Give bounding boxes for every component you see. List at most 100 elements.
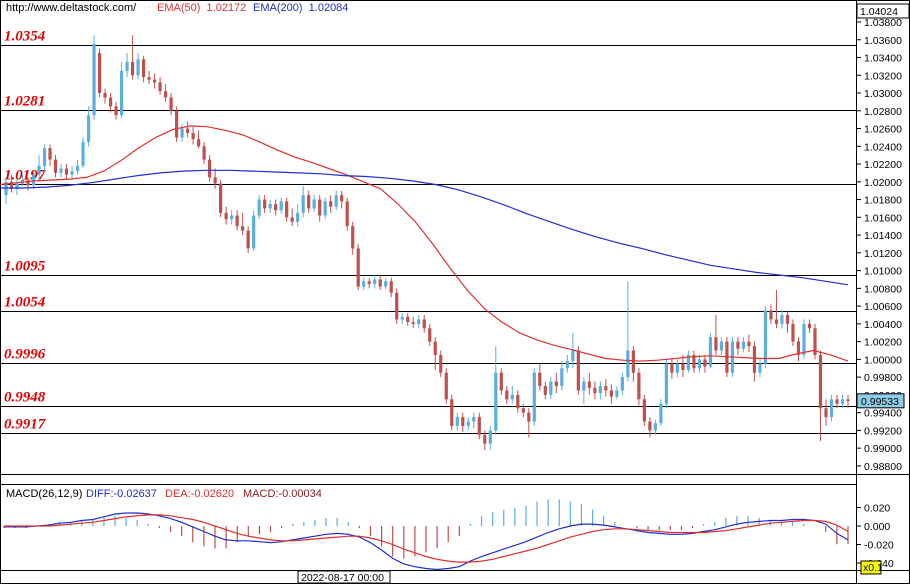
bear-candle: [307, 195, 311, 209]
bear-candle: [263, 199, 267, 209]
bear-candle: [752, 346, 757, 373]
y-tick-label: 1.03800: [864, 17, 902, 29]
bear-candle: [64, 168, 69, 175]
y-tick-label: 0.98800: [864, 461, 902, 473]
bear-candle: [202, 146, 206, 160]
macd-diff-line: [4, 512, 849, 571]
bear-candle: [389, 281, 393, 293]
bear-candle: [9, 181, 14, 189]
macd-dea: DEA:-0.02620: [165, 488, 235, 500]
level-label: 1.0054: [4, 295, 46, 311]
bear-candle: [147, 77, 151, 80]
bear-candle: [224, 212, 228, 220]
bull-candle: [571, 350, 575, 362]
bull-candle: [125, 61, 129, 71]
y-tick-label: 1.01000: [864, 266, 902, 278]
bear-candle: [152, 79, 157, 83]
bear-candle: [219, 183, 223, 213]
url-label[interactable]: http://www.deltastock.com/: [6, 2, 137, 14]
bear-candle: [527, 412, 531, 422]
bear-candle: [747, 341, 751, 347]
bear-candle: [444, 372, 448, 400]
bull-candle: [296, 212, 300, 222]
bear-candle: [345, 201, 349, 227]
bear-candle: [642, 399, 646, 422]
ema50-name: EMA(50): [157, 2, 201, 14]
bear-candle: [609, 390, 613, 397]
bear-candle: [274, 203, 278, 211]
bull-candle: [697, 359, 702, 369]
y-tick-label: 1.03000: [864, 88, 902, 100]
bull-candle: [675, 363, 679, 373]
bear-candle: [785, 314, 790, 324]
bull-candle: [252, 215, 256, 249]
bull-candle: [136, 59, 140, 76]
bear-candle: [791, 323, 795, 342]
bull-candle: [279, 201, 283, 211]
level-label: 0.9917: [4, 417, 46, 433]
bull-candle: [829, 399, 834, 418]
bear-candle: [796, 341, 801, 355]
bull-candle: [653, 423, 657, 431]
bull-candle: [708, 337, 713, 367]
bear-candle: [824, 408, 828, 418]
bear-candle: [103, 93, 107, 98]
bull-candle: [268, 203, 272, 209]
bull-candle: [301, 195, 305, 213]
bear-candle: [108, 97, 113, 107]
bear-candle: [197, 139, 201, 147]
y-tick-label: 1.03600: [864, 35, 902, 47]
bear-candle: [163, 91, 168, 98]
bear-candle: [846, 399, 850, 402]
level-label: 0.9996: [4, 347, 46, 363]
y-tick-label: 1.00200: [864, 337, 902, 349]
top-price-label: 1.04024: [860, 6, 898, 18]
y-tick-label: 1.03400: [864, 53, 902, 65]
bull-candle: [312, 199, 316, 209]
bull-candle: [92, 44, 96, 116]
bear-candle: [285, 201, 289, 218]
bull-candle: [70, 171, 74, 175]
bear-candle: [53, 159, 58, 173]
bull-candle: [532, 372, 536, 422]
bear-candle: [439, 354, 443, 373]
bull-candle: [549, 381, 553, 395]
bull-candle: [664, 363, 668, 404]
bear-candle: [813, 328, 817, 355]
bull-candle: [119, 70, 124, 116]
bear-candle: [395, 292, 399, 320]
bull-candle: [494, 372, 498, 431]
bull-candle: [741, 341, 746, 349]
bear-candle: [48, 148, 52, 160]
bear-candle: [169, 97, 173, 111]
bear-candle: [521, 408, 525, 413]
y-tick-label: 0.99400: [864, 408, 902, 420]
bull-candle: [472, 417, 476, 422]
bull-candle: [780, 314, 784, 324]
ema200-name: EMA(200): [253, 2, 303, 14]
y-tick-label: 1.01800: [864, 195, 902, 207]
bear-candle: [769, 310, 773, 320]
bear-candle: [543, 385, 547, 395]
bear-candle: [637, 372, 641, 400]
bear-candle: [158, 82, 162, 92]
bull-candle: [758, 363, 762, 373]
ema200-label: EMA(200) 1.02084: [253, 2, 348, 14]
bear-candle: [130, 61, 135, 76]
bear-candle: [241, 226, 245, 231]
bear-candle: [290, 217, 294, 222]
y-tick-label: 1.01400: [864, 230, 902, 242]
bull-candle: [42, 148, 47, 166]
bear-candle: [714, 337, 718, 351]
y-tick-label: 0.99800: [864, 372, 902, 384]
bull-candle: [582, 381, 586, 391]
bear-candle: [631, 350, 635, 373]
bull-candle: [620, 377, 624, 391]
bull-candle: [180, 128, 184, 138]
bear-candle: [670, 363, 674, 373]
bull-candle: [230, 215, 234, 220]
bear-candle: [191, 132, 195, 140]
time-label: 2022-08-17 00:00: [301, 572, 384, 584]
